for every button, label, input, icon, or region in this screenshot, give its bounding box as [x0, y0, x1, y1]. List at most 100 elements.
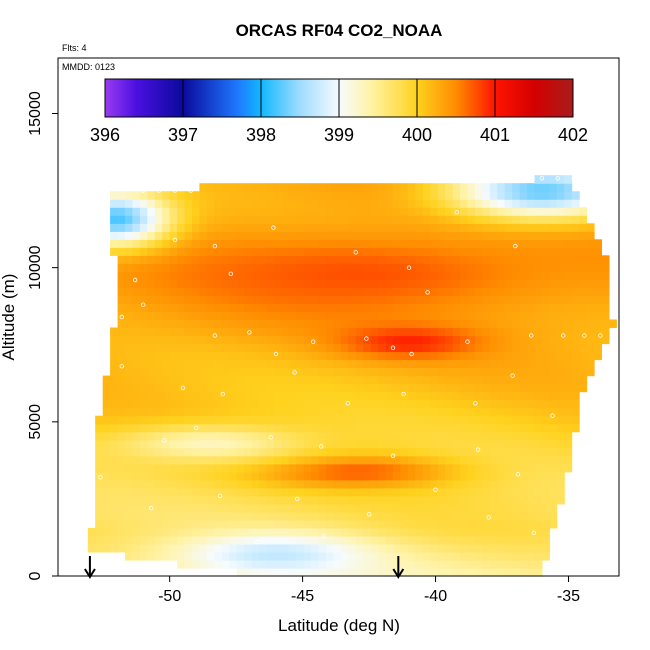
heat-cell: [422, 327, 431, 337]
heat-cell: [378, 455, 387, 465]
heat-cell: [251, 327, 260, 337]
heat-cell: [281, 552, 290, 561]
heat-cell: [504, 471, 513, 481]
heat-cell: [437, 239, 446, 248]
heat-cell: [244, 231, 253, 240]
heat-cell: [259, 215, 267, 224]
heat-cell: [184, 415, 193, 425]
heat-cell: [497, 471, 506, 481]
heat-cell: [355, 359, 364, 369]
heat-cell: [177, 543, 186, 553]
heat-cell: [303, 383, 312, 393]
heat-cell: [474, 503, 483, 513]
heat-cell: [288, 351, 297, 361]
heat-cell: [117, 311, 126, 321]
heat-cell: [512, 383, 521, 393]
heat-cell: [95, 455, 104, 465]
heat-cell: [162, 431, 171, 441]
heat-cell: [474, 263, 483, 272]
heat-cell: [407, 383, 416, 393]
heat-cell: [110, 471, 119, 481]
heat-cell: [497, 351, 506, 361]
heat-cell: [303, 535, 312, 545]
heat-cell: [452, 191, 461, 200]
sample-point: [582, 333, 587, 338]
heat-cell: [474, 247, 483, 256]
heat-cell: [541, 527, 550, 537]
heat-cell: [162, 359, 171, 369]
heat-cell: [169, 287, 178, 296]
heat-cell: [266, 351, 275, 361]
heat-cell: [154, 423, 163, 433]
heat-cell: [370, 568, 379, 577]
heat-cell: [229, 407, 238, 417]
heat-cell: [125, 327, 133, 337]
heat-cell: [192, 367, 200, 377]
heat-cell: [534, 359, 543, 369]
heat-cell: [564, 327, 573, 337]
heat-cell: [244, 503, 253, 513]
heat-cell: [363, 287, 372, 296]
heat-cell: [206, 479, 215, 489]
heat-cell: [311, 455, 320, 465]
heat-cell: [474, 383, 483, 393]
heat-cell: [467, 311, 476, 321]
heat-cell: [125, 311, 133, 321]
heat-cell: [273, 503, 282, 513]
heat-cell: [519, 199, 528, 208]
heat-cell: [281, 527, 290, 537]
heat-cell: [534, 327, 543, 337]
heat-cell: [206, 495, 215, 505]
heat-cell: [355, 568, 364, 577]
heat-cell: [273, 560, 282, 569]
heat-cell: [363, 191, 372, 200]
heat-cell: [519, 295, 528, 304]
heat-cell: [370, 471, 379, 481]
heat-cell: [273, 191, 282, 200]
heat-cell: [318, 560, 327, 569]
heat-cell: [318, 535, 327, 545]
heat-cell: [452, 303, 461, 312]
heat-cell: [482, 511, 491, 521]
heat-cell: [460, 383, 468, 393]
heat-cell: [519, 543, 528, 553]
heat-cell: [147, 535, 156, 545]
heat-cell: [125, 503, 133, 513]
heat-cell: [162, 511, 171, 521]
heat-cell: [474, 239, 483, 248]
heat-cell: [348, 335, 357, 345]
heat-cell: [221, 415, 230, 425]
heat-cell: [221, 255, 230, 264]
heat-cell: [430, 423, 439, 433]
heat-cell: [340, 543, 349, 553]
heat-cell: [415, 287, 424, 296]
heat-cell: [110, 367, 119, 377]
heat-cell: [549, 191, 558, 200]
heat-cell: [273, 247, 282, 256]
heat-cell: [400, 343, 409, 353]
heat-cell: [437, 319, 446, 329]
heat-cell: [452, 367, 461, 377]
heat-cell: [534, 183, 543, 192]
heat-cell: [184, 431, 193, 441]
heat-cell: [132, 479, 141, 489]
heat-cell: [422, 223, 431, 232]
heat-cell: [512, 447, 521, 457]
heat-cell: [415, 231, 424, 240]
heat-cell: [393, 263, 401, 272]
heat-cell: [415, 327, 424, 337]
heat-cell: [497, 383, 506, 393]
heat-cell: [519, 535, 528, 545]
heat-cell: [288, 479, 297, 489]
heat-cell: [192, 359, 200, 369]
heat-cell: [192, 399, 200, 409]
heat-cell: [117, 527, 126, 537]
heat-cell: [162, 287, 171, 296]
heat-cell: [445, 519, 454, 529]
heat-cell: [519, 239, 528, 248]
heat-cell: [221, 311, 230, 321]
sample-point: [148, 506, 154, 511]
heat-cell: [184, 471, 193, 481]
heat-cell: [333, 415, 342, 425]
heat-cell: [452, 399, 461, 409]
